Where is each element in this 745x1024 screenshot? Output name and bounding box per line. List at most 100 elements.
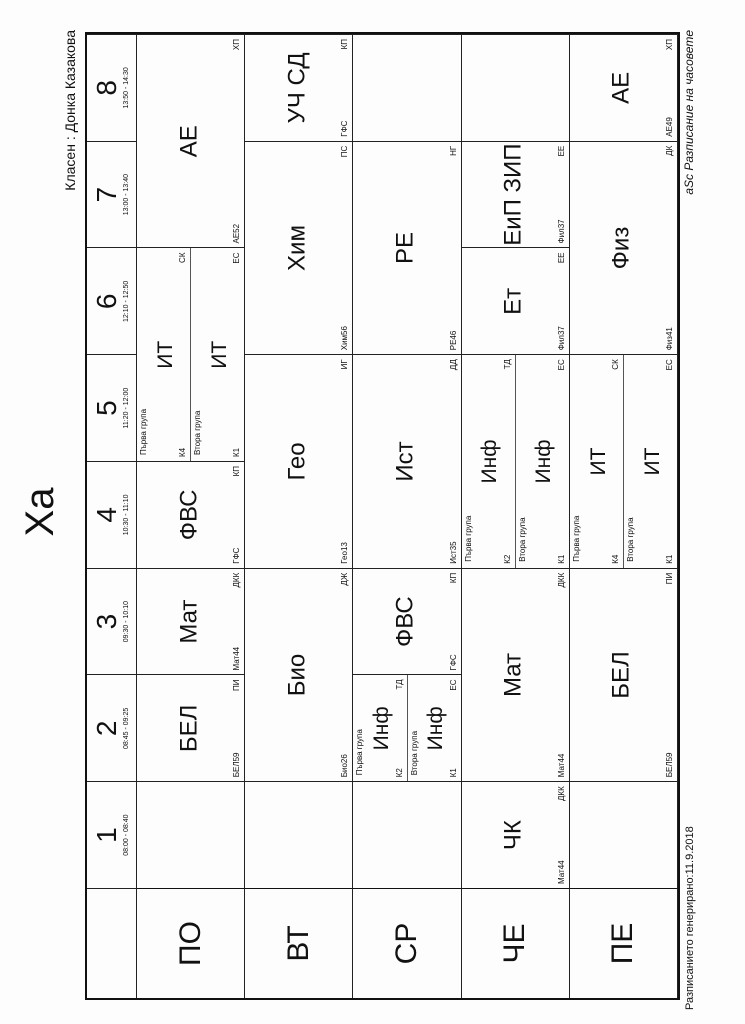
lesson-group: Втора група Инф К1 ЕС	[406, 675, 461, 782]
room-code: РЕ46	[448, 330, 458, 351]
class-title: Xa	[18, 487, 62, 537]
empty-slot	[353, 781, 462, 888]
teacher-code: ДЖ	[340, 572, 350, 586]
lesson-group: Гео Гео13 ИГ	[245, 355, 352, 568]
teacher-code: ДКК	[556, 572, 566, 588]
group-label: Втора група	[409, 730, 419, 776]
timetable-grid: 1 08:00 - 08:40 2 08:45 - 09:25 3 09:30 - 10:…	[85, 32, 680, 1000]
lesson-group: ФВС ГФС КП	[137, 462, 244, 568]
teacher-code: СК	[610, 359, 620, 370]
lesson-cell: ЧК Мат44 ДКК	[461, 781, 570, 888]
group-label: Първа група	[463, 515, 473, 562]
group-label: Първа група	[355, 729, 365, 776]
group-label: Първа група	[571, 515, 581, 562]
teacher-code: КП	[232, 466, 242, 477]
teacher-code: ПИ	[232, 679, 242, 692]
room-code: БЕЛ59	[232, 752, 242, 778]
teacher-code: КП	[340, 39, 350, 50]
lesson-group: БЕЛ БЕЛ59 ПИ	[570, 569, 677, 782]
subject-name: РЕ	[391, 232, 419, 265]
lesson-group: УЧ СД ГФС КП	[245, 35, 352, 141]
lesson-group: Мат Мат44 ДКК	[462, 569, 569, 782]
period-time: 08:45 - 09:25	[123, 707, 130, 750]
room-code: К1	[448, 768, 458, 778]
lesson-group: ЧК Мат44 ДКК	[462, 782, 569, 888]
teacher-code: ЕС	[448, 679, 458, 691]
subject-name: Ист	[391, 441, 419, 482]
room-code: БЕЛ59	[664, 752, 674, 778]
subject-name: ИТ	[640, 447, 664, 476]
room-code: К1	[664, 554, 674, 564]
room-code: К2	[502, 554, 512, 564]
period-number: 5	[91, 400, 122, 416]
lesson-group: ФВС ГФС КП	[353, 569, 460, 675]
room-code: К1	[232, 447, 242, 457]
subject-name: БЕЛ	[607, 651, 635, 699]
period-header: 2 08:45 - 09:25	[87, 674, 137, 782]
app-credit: aSc Разписание на часовете	[682, 30, 696, 195]
period-number: 1	[91, 827, 122, 843]
subject-name: ИТ	[153, 340, 177, 369]
period-time: 13:00 - 13:40	[123, 174, 130, 216]
empty-slot	[137, 781, 246, 888]
teacher-code: ЕЕ	[556, 145, 566, 157]
class-teacher: Класен : Донка Казакова	[62, 30, 78, 191]
lesson-cell: ЕиП ЗИП Фил37 ЕЕ	[461, 140, 570, 248]
day-label: СР	[353, 888, 462, 998]
subject-name: УЧ СД	[283, 52, 311, 124]
subject-name: Ет	[499, 287, 527, 315]
teacher-code: ТД	[502, 359, 512, 370]
subject-name: Хим	[283, 225, 311, 271]
subject-name: Мат	[175, 599, 203, 644]
teacher-code: СК	[178, 252, 188, 263]
group-label: Втора група	[193, 410, 203, 455]
empty-slot	[461, 34, 570, 141]
lesson-cell: ФВС ГФС КП	[137, 461, 246, 568]
period-header: 8 13:50 - 14:30	[87, 34, 137, 141]
teacher-code: ИГ	[340, 359, 350, 370]
room-code: Хим56	[340, 326, 350, 351]
teacher-code: ХП	[664, 39, 674, 51]
teacher-code: ДКК	[556, 786, 566, 801]
subject-name: Инф	[424, 706, 448, 751]
period-time: 13:50 - 14:30	[123, 67, 130, 109]
period-time: 09:30 - 10:10	[123, 601, 130, 643]
room-code: К2	[394, 768, 404, 778]
room-code: К1	[556, 554, 566, 564]
room-code: Мат44	[556, 860, 566, 884]
lesson-cell: АЕ АЕ49 ХП	[569, 34, 678, 141]
lesson-cell: Мат Мат44 ДКК	[461, 567, 570, 782]
room-code: Мат44	[232, 646, 242, 671]
group-label: Първа група	[139, 408, 148, 455]
lesson-group: Мат Мат44 ДКК	[137, 569, 244, 675]
period-time: 10:30 - 11:10	[123, 494, 130, 536]
period-time: 08:00 - 08:40	[123, 814, 130, 856]
lesson-cell: Ист Ист35 ДД	[353, 354, 462, 568]
teacher-code: ДКК	[232, 572, 242, 588]
subject-name: БЕЛ	[175, 704, 203, 753]
lesson-group: Био Био26 ДЖ	[245, 569, 352, 782]
room-code: ГФС	[340, 120, 350, 137]
lesson-group: БЕЛ БЕЛ59 ПИ	[137, 676, 244, 782]
period-time: 11:20 - 12:00	[123, 387, 130, 429]
subject-name: Гео	[283, 442, 311, 481]
teacher-code: КП	[448, 572, 458, 584]
empty-slot	[353, 34, 462, 141]
lesson-group: Хим Хим56 ПС	[245, 142, 352, 355]
lesson-cell: БЕЛ БЕЛ59 ПИ	[569, 567, 678, 782]
teacher-code: ЕС	[556, 359, 566, 371]
teacher-code: ЕС	[232, 252, 242, 264]
lesson-cell: Физ Физ41 ДК	[569, 140, 678, 355]
subject-name: Мат	[499, 652, 527, 698]
lesson-cell: БЕЛ БЕЛ59 ПИ	[137, 674, 246, 782]
lesson-group: Първа група ИТ К4 СК	[570, 355, 623, 568]
room-code: АЕ52	[232, 223, 242, 244]
lesson-group: Втора група Инф К1 ЕС	[514, 355, 569, 568]
subject-name: ИТ	[586, 447, 610, 476]
period-header: 1 08:00 - 08:40	[87, 781, 137, 888]
lesson-group: АЕ АЕ52 ХП	[137, 35, 244, 248]
room-code: Фил37	[556, 219, 566, 244]
room-code: ГФС	[448, 654, 458, 671]
lesson-cell: Първа група ИТ К4 СК Втора група ИТ К1 ЕС	[569, 354, 678, 568]
day-label: ПО	[137, 888, 246, 998]
